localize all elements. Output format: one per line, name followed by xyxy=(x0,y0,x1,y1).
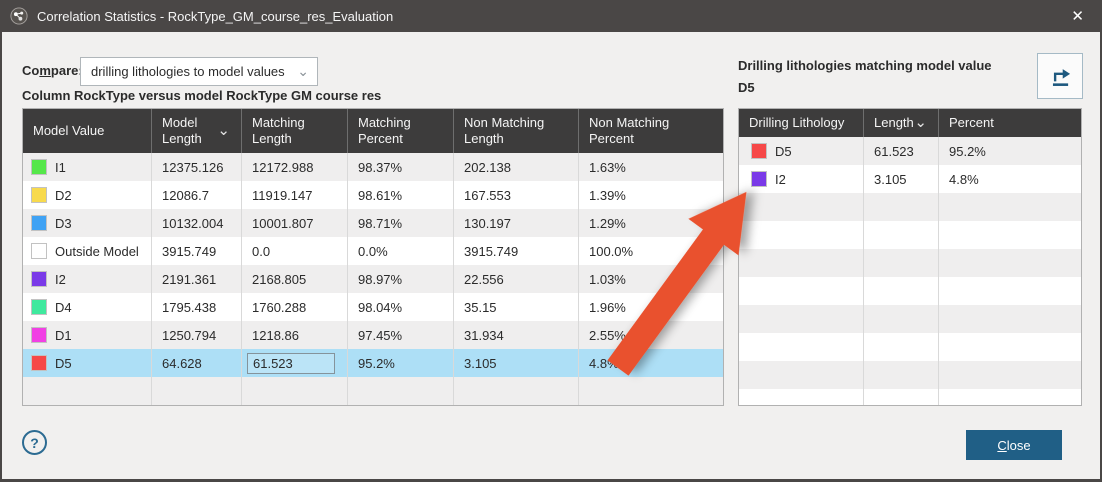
table-row-empty xyxy=(739,361,1081,389)
table-row-empty xyxy=(739,333,1081,361)
help-button[interactable]: ? xyxy=(22,430,47,455)
lithology-color-swatch xyxy=(751,143,767,159)
table-row-empty xyxy=(739,193,1081,221)
table-row-d1[interactable]: D1 1250.794 1218.86 97.45% 31.934 2.55% xyxy=(23,321,723,349)
close-button[interactable]: Close xyxy=(966,430,1062,460)
column-header-model-value[interactable]: Model Value xyxy=(23,109,152,153)
table-row-empty xyxy=(739,221,1081,249)
help-icon: ? xyxy=(30,434,39,451)
table-row-d5[interactable]: D5 61.523 95.2% xyxy=(739,137,1081,165)
table-row-i2[interactable]: I2 2191.361 2168.805 98.97% 22.556 1.03% xyxy=(23,265,723,293)
lithology-color-swatch xyxy=(31,327,47,343)
export-button[interactable] xyxy=(1037,53,1083,99)
table-row-d3[interactable]: D3 10132.004 10001.807 98.71% 130.197 1.… xyxy=(23,209,723,237)
titlebar[interactable]: Correlation Statistics - RockType_GM_cou… xyxy=(0,0,1102,32)
table-row-empty xyxy=(739,389,1081,405)
table-row-i2[interactable]: I2 3.105 4.8% xyxy=(739,165,1081,193)
lithology-color-swatch xyxy=(31,159,47,175)
table-row-empty xyxy=(739,305,1081,333)
right-panel-selected-value: D5 xyxy=(738,80,755,95)
table-row-empty xyxy=(23,377,723,405)
table-row-d2[interactable]: D2 12086.7 11919.147 98.61% 167.553 1.39… xyxy=(23,181,723,209)
lithology-color-swatch xyxy=(31,271,47,287)
lithology-color-swatch xyxy=(31,355,47,371)
matching-lithologies-header-row: Drilling Lithology Length ⌄ Percent xyxy=(739,109,1081,137)
table-row-empty xyxy=(739,249,1081,277)
column-header-percent[interactable]: Percent xyxy=(949,115,994,131)
compare-dropdown[interactable]: drilling lithologies to model values ⌄ xyxy=(80,57,318,86)
table-row-i1[interactable]: I1 12375.126 12172.988 98.37% 202.138 1.… xyxy=(23,153,723,181)
model-values-table: Model Value Model Length ⌄ Matching Lengt… xyxy=(22,108,724,406)
compare-label: Compare: xyxy=(22,63,83,78)
correlation-statistics-icon xyxy=(10,7,28,25)
table-row-outside-model[interactable]: Outside Model 3915.749 0.0 0.0% 3915.749… xyxy=(23,237,723,265)
focused-cell[interactable]: 61.523 xyxy=(247,352,335,374)
compare-dropdown-value: drilling lithologies to model values xyxy=(91,64,285,79)
table-row-d4[interactable]: D4 1795.438 1760.288 98.04% 35.15 1.96% xyxy=(23,293,723,321)
lithology-color-swatch xyxy=(31,187,47,203)
lithology-color-swatch xyxy=(31,215,47,231)
chevron-down-icon: ⌄ xyxy=(297,62,309,79)
window-title: Correlation Statistics - RockType_GM_cou… xyxy=(37,8,394,24)
window-close-button[interactable]: ✕ xyxy=(1071,7,1084,25)
sort-descending-icon: ⌄ xyxy=(217,122,230,140)
lithology-color-swatch xyxy=(31,243,47,259)
export-icon xyxy=(1052,69,1071,86)
matching-lithologies-table: Drilling Lithology Length ⌄ Percent D5 61… xyxy=(738,108,1082,406)
column-header-non-matching-percent[interactable]: Non Matching Percent xyxy=(589,115,670,146)
column-header-matching-length[interactable]: Matching Length xyxy=(242,109,348,153)
sort-descending-icon: ⌄ xyxy=(914,114,927,132)
model-values-header-row: Model Value Model Length ⌄ Matching Lengt… xyxy=(23,109,723,153)
left-table-heading: Column RockType versus model RockType GM… xyxy=(22,88,382,103)
column-header-matching-percent[interactable]: Matching Percent xyxy=(348,109,454,153)
column-header-non-matching-length[interactable]: Non Matching Length xyxy=(454,109,579,153)
column-header-length[interactable]: Length ⌄ xyxy=(864,109,939,137)
lithology-color-swatch xyxy=(751,171,767,187)
right-panel-heading: Drilling lithologies matching model valu… xyxy=(738,58,992,73)
table-row-d5-selected[interactable]: D5 64.628 61.523 95.2% 3.105 4.8% xyxy=(23,349,723,377)
column-header-drilling-lithology[interactable]: Drilling Lithology xyxy=(739,109,864,137)
dialog-body: Compare: drilling lithologies to model v… xyxy=(0,32,1102,482)
lithology-color-swatch xyxy=(31,299,47,315)
table-row-empty xyxy=(739,277,1081,305)
column-header-model-length[interactable]: Model Length ⌄ xyxy=(152,109,242,153)
